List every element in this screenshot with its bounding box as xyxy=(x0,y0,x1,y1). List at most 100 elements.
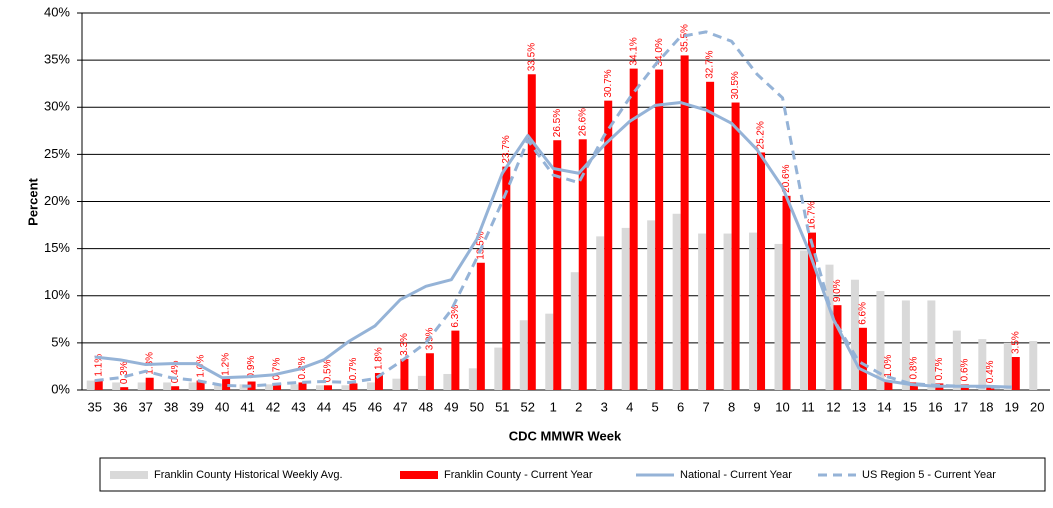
bar xyxy=(604,100,613,390)
x-tick-label: 13 xyxy=(852,399,866,414)
bar xyxy=(222,378,231,390)
x-tick-label: 7 xyxy=(702,399,709,414)
data-label: 35.5% xyxy=(679,24,690,52)
x-tick-label: 1 xyxy=(550,399,557,414)
bar xyxy=(800,250,808,390)
data-label: 3.5% xyxy=(1010,331,1021,354)
bar xyxy=(706,81,715,391)
x-tick-label: 48 xyxy=(419,399,433,414)
data-label: 3.3% xyxy=(399,333,410,356)
bar xyxy=(451,330,460,390)
x-tick-label: 45 xyxy=(342,399,356,414)
x-tick-label: 42 xyxy=(266,399,280,414)
data-label: 34.0% xyxy=(654,38,665,66)
x-tick-label: 12 xyxy=(826,399,840,414)
legend-label: US Region 5 - Current Year xyxy=(862,469,996,481)
data-label: 33.5% xyxy=(526,43,537,71)
x-tick-label: 5 xyxy=(652,399,659,414)
bar xyxy=(265,384,274,390)
bar xyxy=(655,69,664,391)
bar xyxy=(94,379,103,390)
bar xyxy=(723,233,732,390)
legend-label: Franklin County - Current Year xyxy=(444,469,593,481)
legend-label: Franklin County Historical Weekly Avg. xyxy=(154,469,343,481)
bar xyxy=(374,373,383,390)
legend-box xyxy=(99,457,1046,492)
data-label: 25.2% xyxy=(756,121,767,149)
bar xyxy=(163,382,172,390)
bar xyxy=(519,320,528,390)
data-label: 0.7% xyxy=(934,358,945,381)
x-tick-label: 37 xyxy=(138,399,152,414)
bar xyxy=(698,233,707,390)
x-tick-label: 44 xyxy=(317,399,331,414)
y-tick-label: 20% xyxy=(44,193,70,208)
bar xyxy=(112,382,121,390)
x-tick-label: 19 xyxy=(1005,399,1019,414)
bar xyxy=(349,383,358,390)
bar xyxy=(545,313,554,390)
bar xyxy=(400,358,409,390)
bar xyxy=(986,386,995,390)
x-tick-label: 39 xyxy=(189,399,203,414)
x-tick-label: 16 xyxy=(928,399,942,414)
bar xyxy=(553,140,562,390)
bar xyxy=(214,384,223,390)
x-tick-label: 35 xyxy=(88,399,102,414)
data-label: 30.7% xyxy=(603,69,614,97)
x-tick-label: 10 xyxy=(775,399,789,414)
bar xyxy=(680,55,689,390)
data-label: 0.4% xyxy=(985,360,996,383)
line xyxy=(94,101,1012,389)
bar xyxy=(120,387,129,390)
y-tick-label: 10% xyxy=(44,287,70,302)
data-label: 0.7% xyxy=(348,358,359,381)
data-label: 26.6% xyxy=(577,108,588,136)
bar xyxy=(137,382,146,390)
bar xyxy=(927,300,936,390)
bar xyxy=(366,382,375,390)
x-tick-label: 8 xyxy=(728,399,735,414)
x-tick-label: 20 xyxy=(1030,399,1044,414)
data-label: 32.7% xyxy=(705,50,716,78)
x-axis-title: CDC MMWR Week xyxy=(509,428,622,443)
data-label: 1.8% xyxy=(374,347,385,370)
bar xyxy=(629,68,638,391)
data-label: 26.5% xyxy=(552,109,563,137)
bar xyxy=(731,102,740,390)
y-tick-label: 25% xyxy=(44,146,70,161)
bar xyxy=(273,383,282,390)
bar xyxy=(527,74,536,390)
data-label: 0.5% xyxy=(323,359,334,382)
x-tick-label: 2 xyxy=(575,399,582,414)
data-label: 0.7% xyxy=(272,358,283,381)
bar xyxy=(392,378,401,390)
bar xyxy=(502,166,511,390)
bar xyxy=(171,386,180,390)
bar xyxy=(596,236,605,390)
data-label: 16.7% xyxy=(807,201,818,229)
line xyxy=(94,30,1012,389)
bar xyxy=(188,382,197,390)
bar xyxy=(876,291,885,390)
bar xyxy=(468,368,477,390)
data-label: 0.8% xyxy=(909,357,920,380)
x-tick-label: 4 xyxy=(626,399,633,414)
y-tick-label: 0% xyxy=(51,381,70,396)
bar xyxy=(757,152,766,390)
x-tick-label: 18 xyxy=(979,399,993,414)
x-tick-label: 11 xyxy=(801,399,815,414)
bar xyxy=(1029,340,1038,390)
data-label: 30.5% xyxy=(730,71,741,99)
bar xyxy=(316,385,324,390)
bar xyxy=(825,264,834,390)
x-tick-label: 14 xyxy=(877,399,891,414)
x-tick-label: 43 xyxy=(291,399,305,414)
y-tick-label: 15% xyxy=(44,240,70,255)
y-tick-label: 40% xyxy=(44,4,70,19)
bar xyxy=(1003,342,1012,390)
bar xyxy=(808,232,816,390)
x-tick-label: 47 xyxy=(393,399,407,414)
bar xyxy=(1011,357,1020,390)
bar xyxy=(476,262,485,390)
